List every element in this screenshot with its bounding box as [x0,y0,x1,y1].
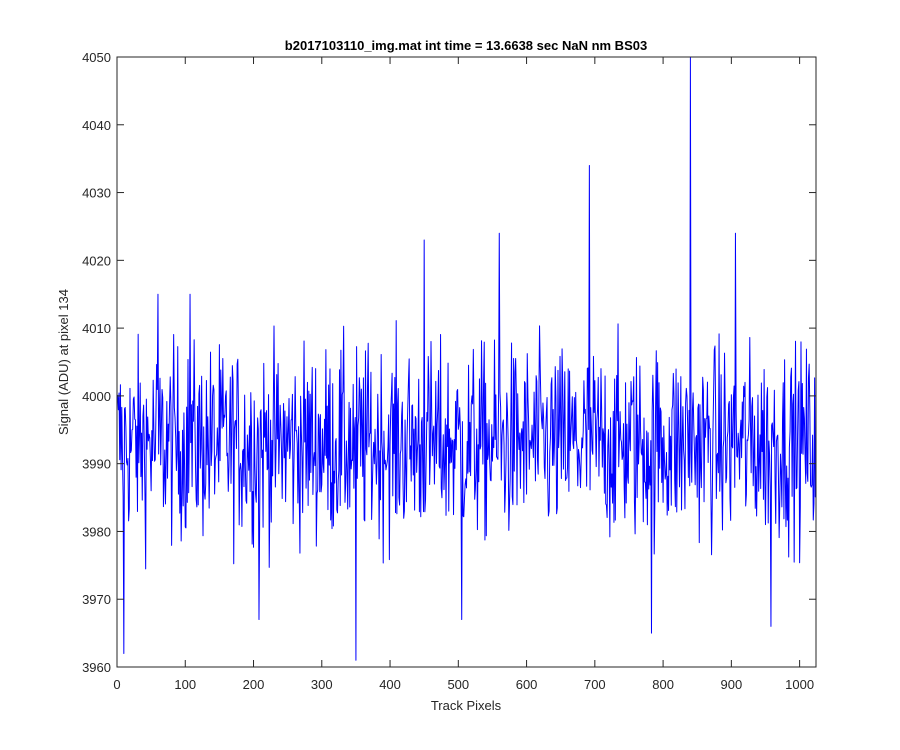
chart-title: b2017103110_img.mat int time = 13.6638 s… [285,38,647,53]
x-axis: 0 100 200 300 400 500 600 700 800 900 1000 [113,57,814,692]
series-layer [117,56,817,661]
y-tick-label: 4010 [82,321,111,336]
x-tick-label: 200 [243,677,265,692]
x-tick-label: 600 [516,677,538,692]
signal-series-line [117,56,817,661]
y-tick-label: 3990 [82,457,111,472]
x-tick-label: 900 [721,677,743,692]
y-axis: 3960 3970 3980 3990 4000 4010 4020 4030 4040 4050 [82,50,816,675]
y-tick-label: 4020 [82,253,111,268]
y-tick-label: 4030 [82,186,111,201]
x-tick-label: 1000 [785,677,814,692]
plot-frame [116,56,817,668]
x-tick-label: 700 [584,677,606,692]
y-axis-label: Signal (ADU) at pixel 134 [56,289,71,435]
y-tick-label: 3980 [82,524,111,539]
x-tick-label: 0 [113,677,120,692]
x-tick-label: 400 [379,677,401,692]
x-tick-label: 100 [174,677,196,692]
x-axis-label: Track Pixels [431,698,502,713]
x-tick-label: 300 [311,677,333,692]
y-tick-label: 4000 [82,389,111,404]
y-tick-label: 3960 [82,660,111,675]
x-tick-label: 800 [652,677,674,692]
plot-area [117,57,816,667]
y-tick-label: 4050 [82,50,111,65]
x-tick-label: 500 [447,677,469,692]
y-tick-label: 4040 [82,118,111,133]
y-tick-label: 3970 [82,592,111,607]
